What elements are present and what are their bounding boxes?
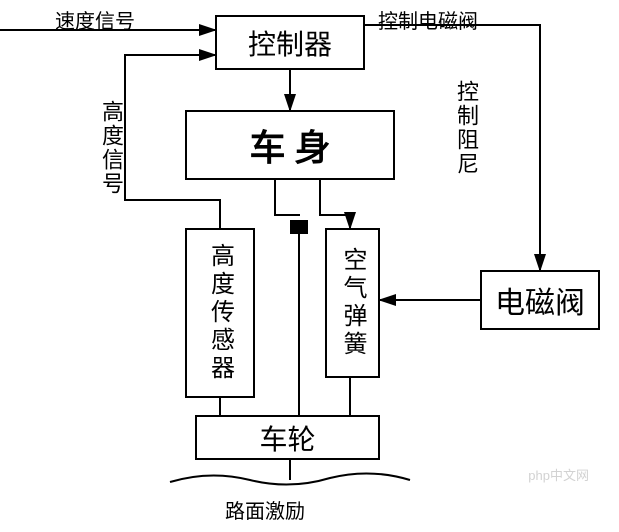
body-label: 车 身: [249, 119, 330, 171]
controller-label: 控制器: [248, 23, 332, 63]
edge-body-to-damper: [275, 180, 300, 215]
air-spring-label: 空气弹簧: [335, 247, 370, 359]
node-height-sensor: 高度传感器: [185, 228, 255, 398]
node-damper: [290, 220, 308, 234]
node-wheel: 车轮: [195, 415, 380, 460]
edge-body-to-air-spring: [320, 180, 350, 228]
node-controller: 控制器: [215, 15, 365, 70]
height-sensor-label: 高度传感器: [203, 243, 238, 383]
label-speed-signal: 速度信号: [55, 5, 135, 34]
label-road-excitation: 路面激励: [225, 495, 305, 524]
node-solenoid: 电磁阀: [480, 270, 600, 330]
node-air-spring: 空气弹簧: [325, 228, 380, 378]
label-control-solenoid: 控制电磁阀: [378, 5, 478, 34]
label-control-damping: 控制阻尼: [450, 80, 482, 176]
wheel-label: 车轮: [259, 418, 315, 458]
label-height-signal: 高度信号: [95, 100, 127, 196]
watermark: php中文网: [528, 465, 589, 484]
solenoid-label: 电磁阀: [495, 278, 585, 322]
node-body: 车 身: [185, 110, 395, 180]
